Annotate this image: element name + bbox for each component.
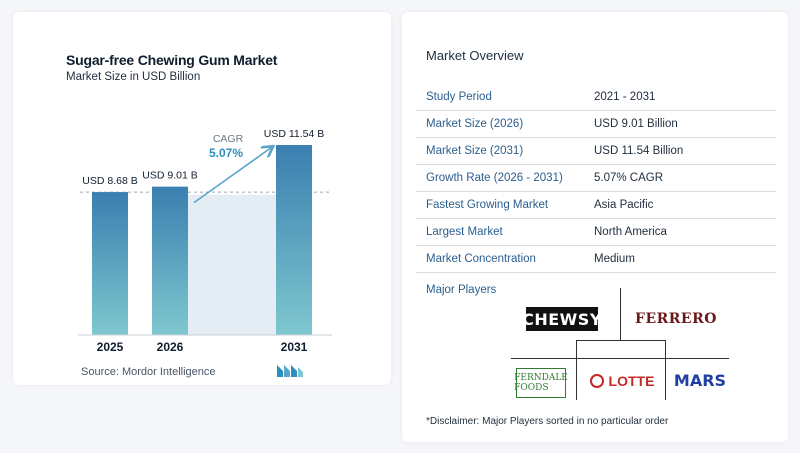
chart-title: Sugar-free Chewing Gum Market: [66, 52, 278, 68]
brand-name: LOTTE: [608, 373, 655, 389]
overview-title: Market Overview: [426, 48, 524, 63]
bar-2025: [92, 192, 128, 335]
data-label-2026: USD 9.01 B: [142, 170, 197, 182]
row-key: Study Period: [426, 91, 492, 103]
players-divider: [576, 340, 577, 400]
source-note: Source: Mordor Intelligence: [81, 366, 216, 378]
row-value: Asia Pacific: [594, 199, 654, 211]
data-label-2031: USD 11.54 B: [264, 128, 325, 140]
tick-label-2025: 2025: [97, 340, 124, 354]
brand-logo-ferrero: FERRERO: [635, 311, 717, 327]
tick-label-2026: 2026: [157, 340, 184, 354]
cagr-label: CAGR: [213, 133, 244, 145]
data-label-2025: USD 8.68 B: [82, 175, 137, 187]
row-value: Medium: [594, 253, 635, 265]
table-row: Market Size (2031) USD 11.54 Billion: [416, 138, 776, 165]
cagr-value: 5.07%: [209, 146, 243, 160]
overview-panel: [402, 12, 788, 442]
players-divider: [620, 288, 621, 340]
bar-2026: [152, 186, 188, 335]
brand-logo-lotte: LOTTE: [582, 370, 662, 392]
table-row: Fastest Growing Market Asia Pacific: [416, 192, 776, 219]
mordor-logo-icon: [277, 365, 303, 377]
brand-logo-mars: MARS: [673, 370, 727, 390]
table-row: Market Size (2026) USD 9.01 Billion: [416, 111, 776, 138]
players-title: Major Players: [426, 284, 497, 296]
growth-shade: [188, 194, 276, 335]
overview-table: Study Period 2021 - 2031 Market Size (202…: [416, 84, 776, 273]
lotte-ring-icon: [589, 374, 604, 388]
table-row: Study Period 2021 - 2031: [416, 84, 776, 111]
row-value: USD 9.01 Billion: [594, 118, 678, 130]
table-row: Market Concentration Medium: [416, 246, 776, 273]
disclaimer: *Disclaimer: Major Players sorted in no …: [426, 416, 669, 427]
brand-logo-chewsy: CHEWSY: [522, 307, 601, 331]
bar-2031: [276, 145, 312, 335]
row-value: 2021 - 2031: [594, 91, 656, 103]
tick-label-2031: 2031: [281, 340, 308, 354]
row-key: Market Concentration: [426, 253, 536, 265]
row-value: USD 11.54 Billion: [594, 145, 684, 157]
row-key: Largest Market: [426, 226, 503, 238]
brand-logo-ferndale: FERNDALE FOODS: [514, 368, 568, 398]
players-divider: [665, 340, 666, 400]
cagr-arrow: [193, 147, 272, 204]
bar-chart: USD 8.68 B 2025 USD 9.01 B 2026 USD 11.54 B 2…: [78, 128, 332, 354]
row-key: Market Size (2026): [426, 118, 524, 130]
players-divider: [576, 340, 666, 341]
table-row: Largest Market North America: [416, 219, 776, 246]
players-divider: [511, 358, 729, 359]
table-row: Growth Rate (2026 - 2031) 5.07% CAGR: [416, 165, 776, 192]
chart-subtitle: Market Size in USD Billion: [66, 71, 201, 83]
row-value: North America: [594, 226, 667, 238]
row-key: Fastest Growing Market: [426, 199, 549, 211]
row-key: Market Size (2031): [426, 145, 524, 157]
row-key: Growth Rate (2026 - 2031): [426, 172, 563, 184]
row-value: 5.07% CAGR: [594, 172, 664, 184]
